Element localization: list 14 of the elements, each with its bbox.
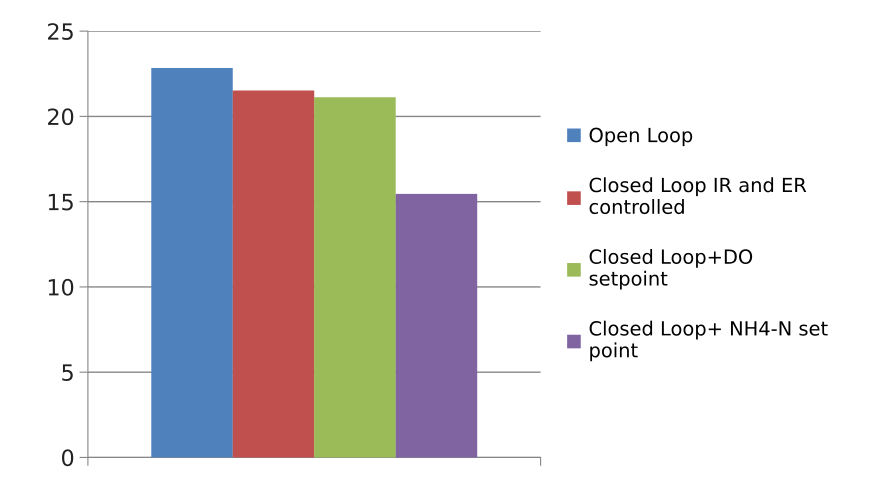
bar <box>232 90 314 458</box>
legend-label: Closed Loop IR and ER controlled <box>590 177 806 214</box>
legend-label: Closed Loop+DO setpoint <box>590 248 752 290</box>
y-tick-label: 15 <box>48 194 73 210</box>
y-tick-label: 25 <box>48 23 73 40</box>
bar <box>314 97 396 458</box>
bar <box>151 68 233 458</box>
legend-label: Closed Loop+ NH4-N set point <box>590 320 828 362</box>
y-tick-label: 10 <box>48 278 74 296</box>
bar <box>396 194 478 458</box>
y-tick-label: 0 <box>62 449 74 466</box>
legend-label: Open Loop <box>590 128 692 146</box>
y-tick-label: 5 <box>62 364 73 381</box>
y-tick-label: 20 <box>48 108 74 126</box>
